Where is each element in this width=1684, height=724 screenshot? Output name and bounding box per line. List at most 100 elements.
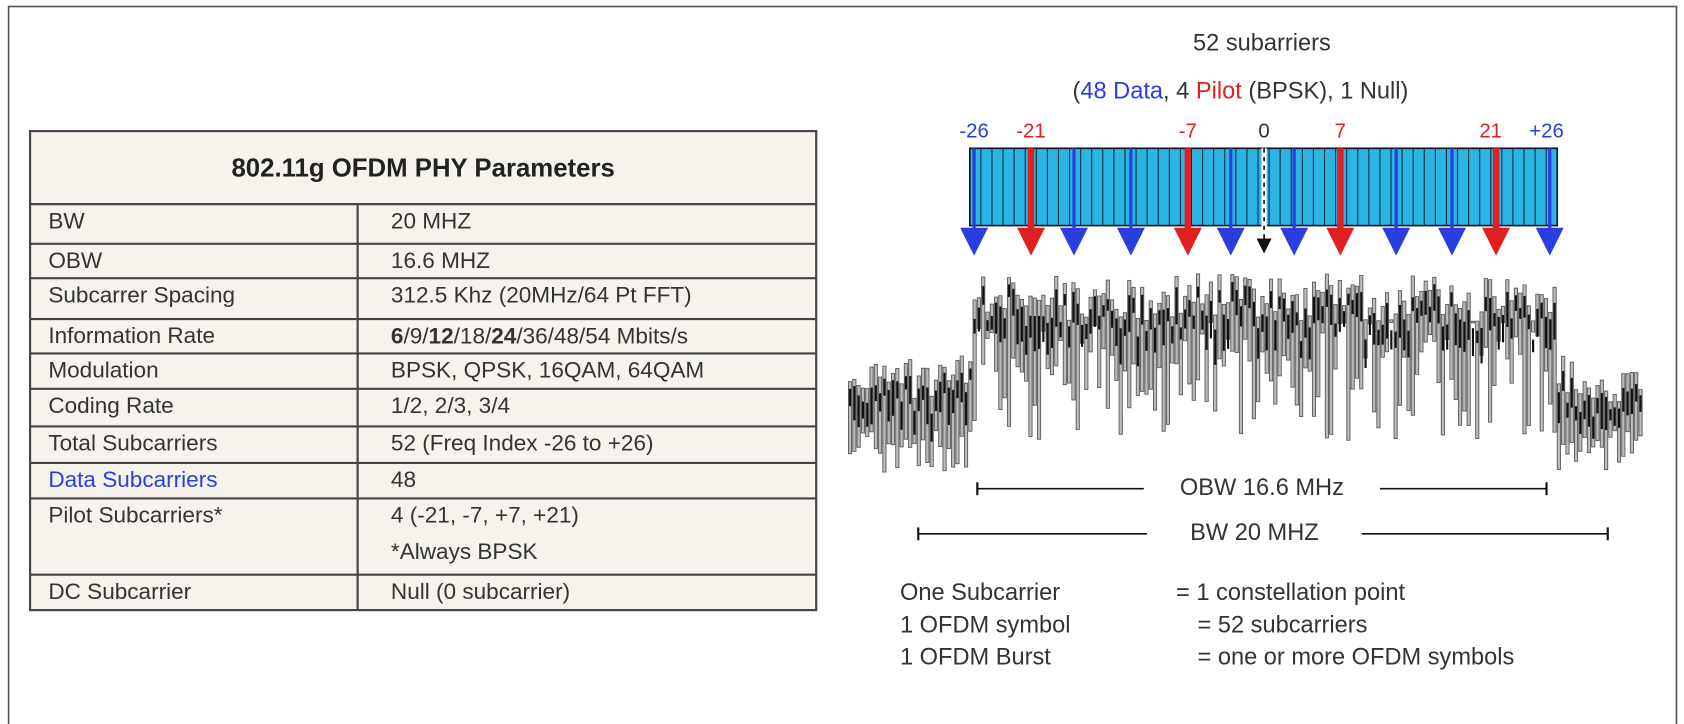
row-label: Coding Rate [48, 393, 173, 418]
index-label: 21 [1479, 121, 1502, 143]
spectrum-core [1343, 311, 1345, 327]
spectrum-core [961, 373, 963, 402]
spectrum-core [1566, 403, 1568, 418]
rate-part: /9/ [403, 323, 429, 348]
spectrum-core [1472, 328, 1474, 356]
spectrum-core [1429, 307, 1431, 322]
legend-text: = 52 subcarriers [1197, 612, 1367, 638]
spectrum-core [1554, 303, 1556, 340]
spectrum-core [875, 385, 877, 401]
spectrum-core [1476, 331, 1478, 343]
span-label: BW 20 MHZ [1190, 520, 1319, 546]
diagram-title: 52 subarriers [1193, 30, 1331, 56]
spectrum-core [1502, 315, 1504, 342]
spectrum-trace [879, 377, 882, 453]
ofdm-diagram: 52 subarriers (48 Data, 4 Pilot (BPSK), … [848, 30, 1642, 670]
spectrum-trace [1510, 301, 1513, 383]
spectrum-core [1012, 289, 1014, 316]
spectrum-core [1017, 309, 1019, 344]
spectrum-trace [1420, 291, 1423, 352]
row-label: Pilot Subcarriers* [48, 503, 222, 528]
spectrum-core [901, 401, 903, 429]
spectrum-trace [1033, 298, 1036, 405]
spectrum-core [1416, 308, 1418, 323]
legend-text: = one or more OFDM symbols [1197, 645, 1514, 671]
spectrum-core [1468, 310, 1470, 340]
spectrum-core [948, 388, 950, 425]
spectrum-core [1249, 286, 1251, 308]
spectrum-core [1463, 322, 1465, 352]
spectrum-core [1115, 318, 1117, 346]
spectrum-core [1377, 330, 1379, 345]
subtitle-part: (BPSK), 1 Null) [1242, 79, 1409, 105]
row-value-line: 4 (-21, -7, +7, +21) [391, 503, 579, 528]
spectrum-core [1283, 299, 1285, 322]
spectrum-core [1639, 395, 1641, 411]
row-label: BW [48, 208, 85, 233]
spectrum-trace [1390, 320, 1393, 323]
spectrum-core [879, 393, 881, 411]
table-title: 802.11g OFDM PHY Parameters [231, 155, 614, 183]
spectrum-trace [1484, 279, 1487, 348]
spectrum-core [1240, 306, 1242, 326]
spectrum-core [1498, 317, 1500, 350]
spectrum-core [888, 390, 890, 421]
row-value: 6/9/12/18/24/36/48/54 Mbits/s [391, 323, 688, 348]
row-value: 20 MHZ [391, 208, 471, 233]
spectrum-trace [1407, 314, 1410, 410]
row-label: Data Subcarriers [48, 467, 217, 492]
index-label: 0 [1258, 121, 1269, 143]
spectrum-trace [952, 375, 955, 467]
spectrum-core [1296, 312, 1298, 325]
row-value: 1/2, 2/3, 3/4 [391, 393, 510, 418]
spectrum-core [1596, 398, 1598, 413]
spectrum-core [1446, 325, 1448, 350]
spectrum-core [1077, 304, 1079, 325]
spectrum-core [1493, 313, 1495, 326]
spectrum-core [939, 382, 941, 413]
spectrum-core [1562, 371, 1564, 391]
spectrum-core [1536, 309, 1538, 337]
spectrum-trace [1471, 321, 1474, 323]
spectrum-core [965, 392, 967, 425]
spectrum-core [1317, 297, 1319, 320]
spectrum-core [1480, 328, 1482, 363]
index-label: -26 [959, 121, 988, 143]
spectrum-trace [1519, 293, 1522, 354]
spectrum-core [909, 376, 911, 404]
spectrum-core [1055, 289, 1057, 326]
subtitle-part: 48 Data [1080, 79, 1164, 105]
spectrum-core [1407, 331, 1409, 358]
spectrum-core [1175, 287, 1177, 324]
spectrum-trace [1179, 313, 1182, 395]
spectrum-trace [1411, 276, 1414, 415]
index-label: 7 [1335, 121, 1346, 143]
spectrum-core [974, 319, 976, 334]
data-arrow-head [1382, 228, 1410, 256]
spectrum-core [849, 389, 851, 406]
row-label: DC Subcarrier [48, 579, 191, 604]
data-arrow-head [960, 228, 988, 256]
spectrum-core [1425, 291, 1427, 315]
legend-text: One Subcarrier [900, 580, 1060, 606]
row-value: BPSK, QPSK, 16QAM, 64QAM [391, 358, 704, 383]
spectrum-core [862, 402, 864, 419]
spectrum-core [1291, 301, 1293, 333]
spectrum-core [1137, 337, 1139, 367]
spectrum-core [1150, 308, 1152, 329]
data-arrow-head [1438, 228, 1466, 256]
spectrum-core [866, 403, 868, 427]
spectrum-trace [1463, 302, 1466, 411]
spectrum-core [1081, 325, 1083, 347]
spectrum-core [1584, 401, 1586, 420]
spectrum-core [1154, 328, 1156, 353]
spectrum-core [1506, 292, 1508, 327]
spectrum-core [1631, 389, 1633, 414]
spectrum-core [1622, 388, 1624, 412]
row-value: 52 (Freq Index -26 to +26) [391, 431, 654, 456]
spectrum-core [1111, 311, 1113, 328]
spectrum-core [853, 386, 855, 420]
spectrum-core [913, 411, 915, 435]
spectrum-core [1300, 341, 1302, 358]
